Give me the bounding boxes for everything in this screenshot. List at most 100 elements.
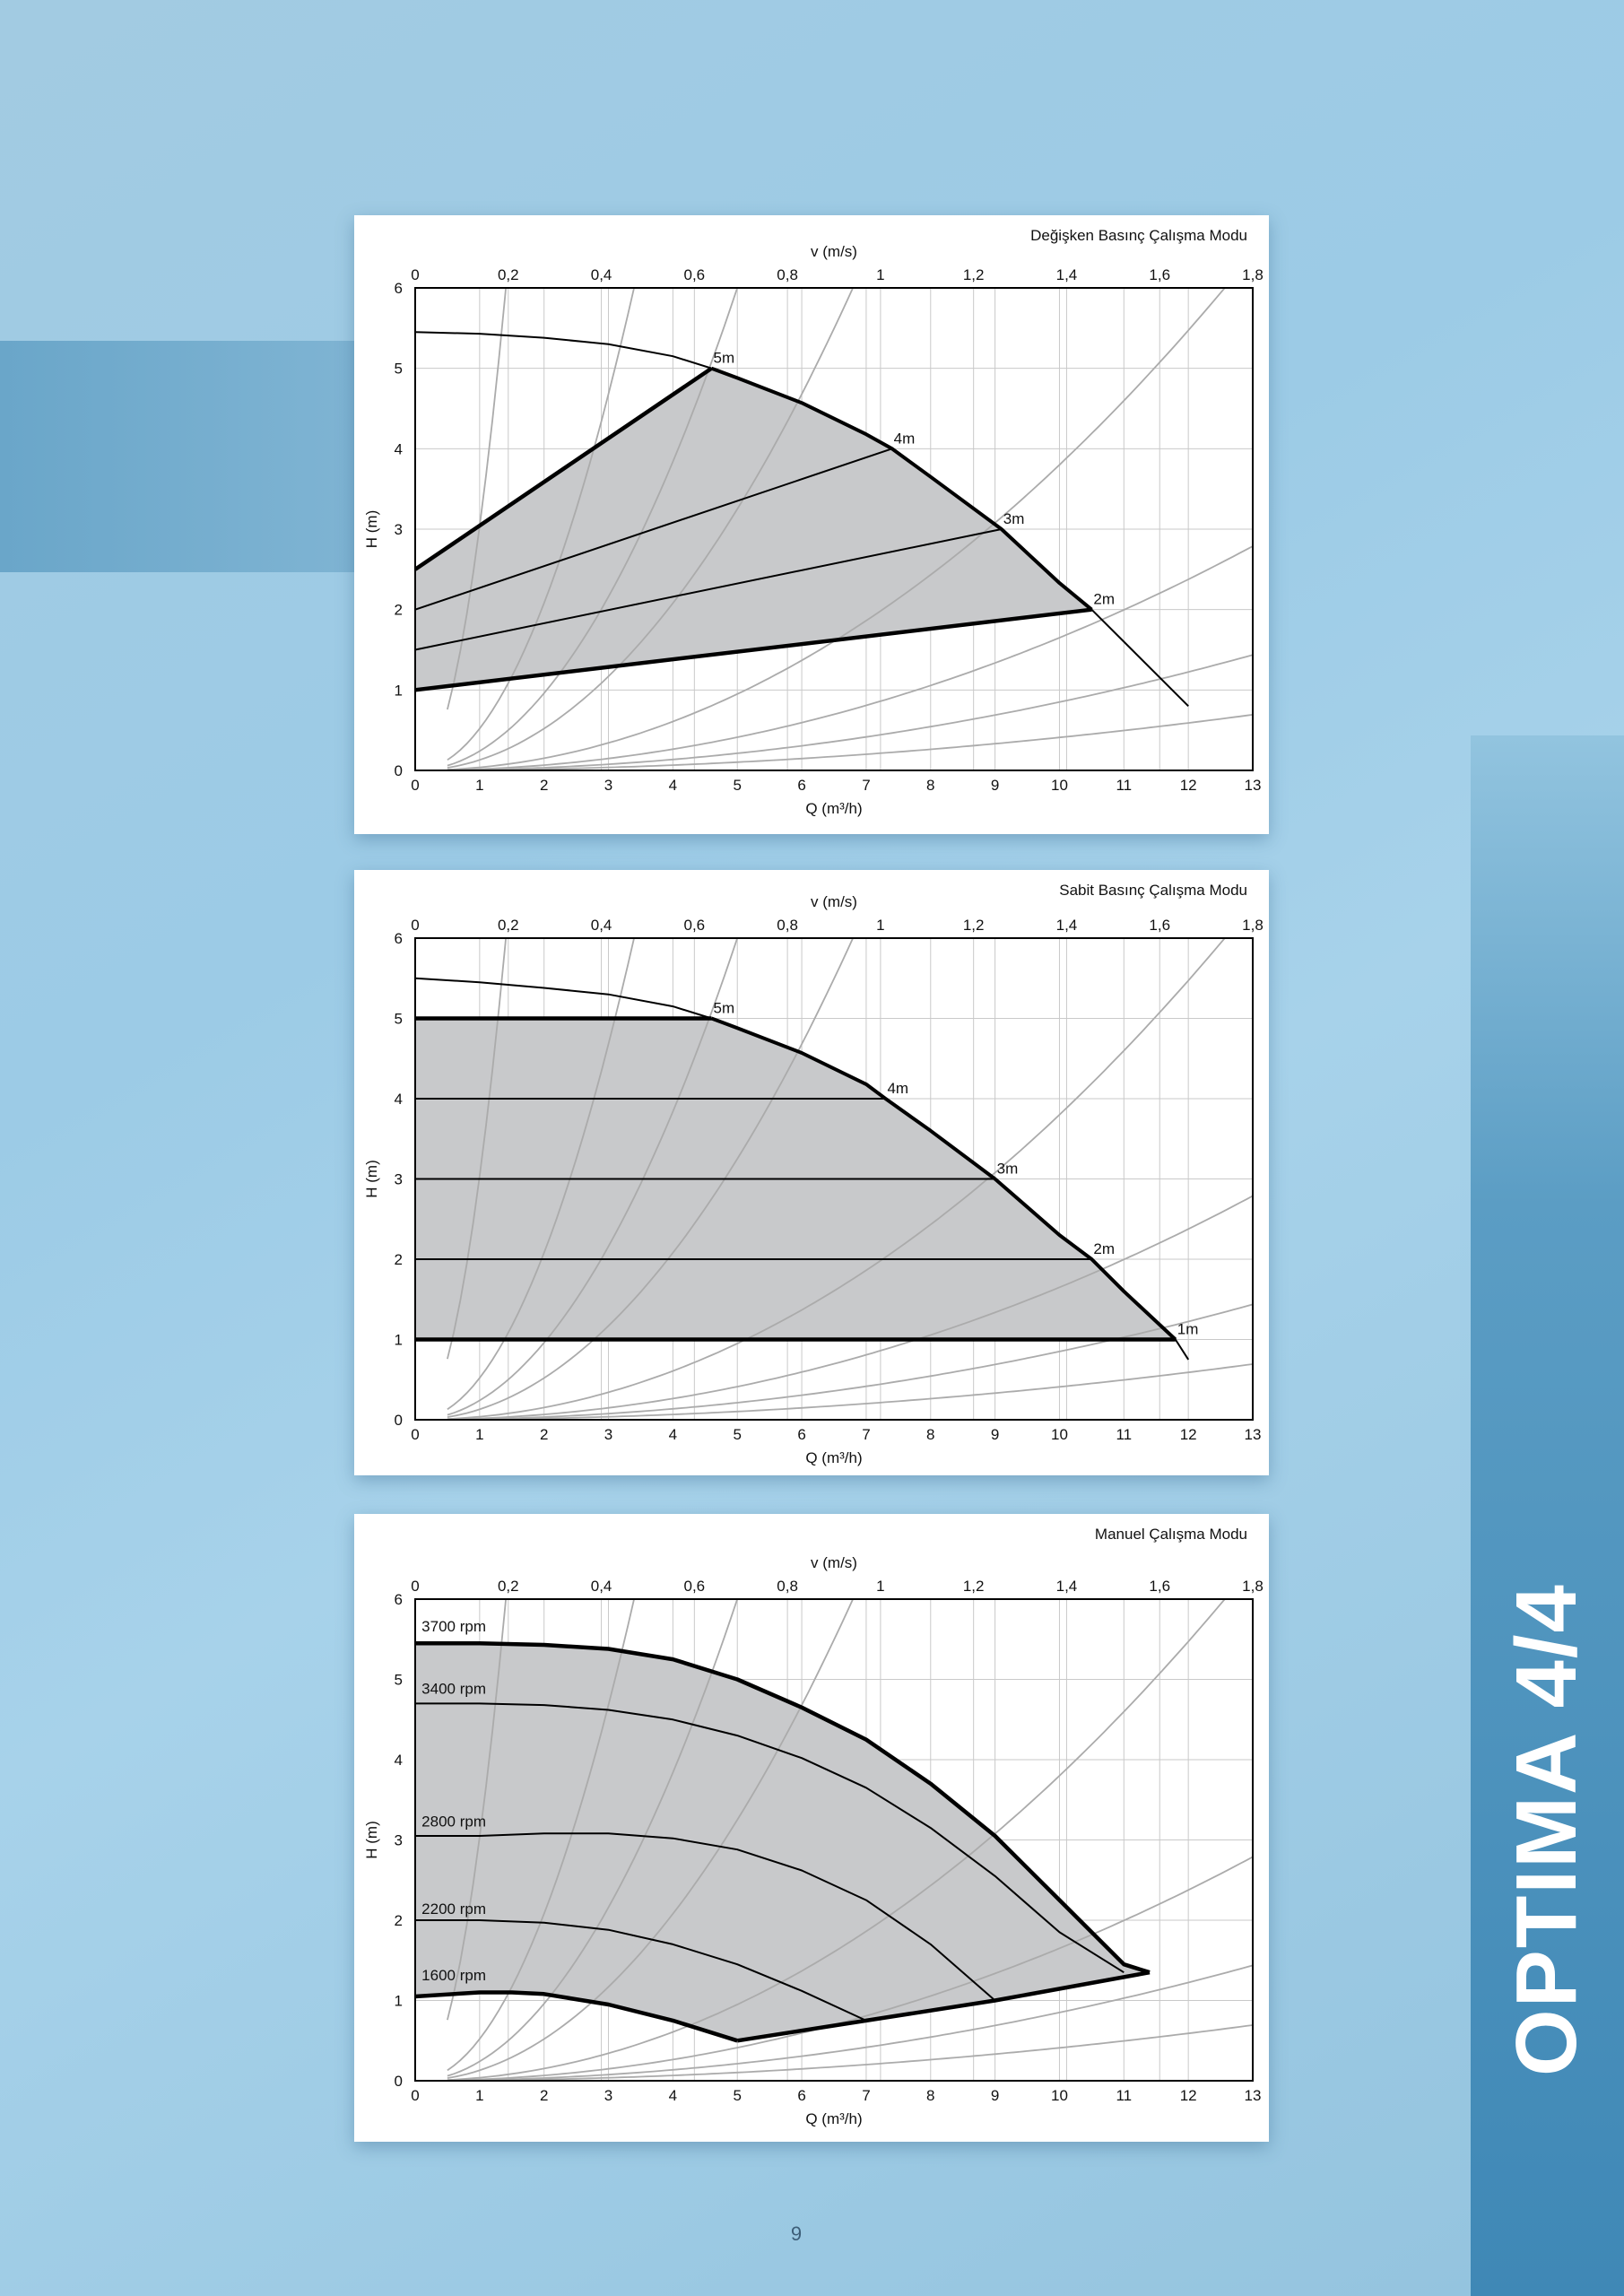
chart1-series-2m <box>414 607 1092 692</box>
chart3-x-axis-label: Q (m³/h) <box>805 2110 862 2127</box>
chart3-series-2800-rpm <box>415 1832 996 2002</box>
chart3-x2-tick-label: 0 <box>411 1578 419 1595</box>
chart1-x-tick-label: 10 <box>1051 777 1068 794</box>
chart1-system-curve <box>447 654 1253 770</box>
chart1-y-tick-label: 3 <box>395 521 403 538</box>
chart1-x-tick-label: 6 <box>797 777 805 794</box>
chart1-x-tick-label: 2 <box>540 777 548 794</box>
chart1-series-label: 3m <box>1003 510 1025 527</box>
chart2-x2-axis-label: v (m/s) <box>811 893 857 910</box>
chart-panel-manual-mode: Manuel Çalışma Modu 3700 rpm 3400 rpm 2800 … <box>354 1514 1269 2142</box>
chart1-y-tick-label: 0 <box>395 762 403 779</box>
chart1-series-5m <box>413 366 713 571</box>
chart2-y-tick-label: 1 <box>395 1332 403 1349</box>
chart2-system-curve <box>447 938 855 1418</box>
chart1-system-curve <box>447 288 855 769</box>
chart1-x-tick-label: 8 <box>926 777 934 794</box>
chart2-x-tick-label: 11 <box>1116 1426 1132 1443</box>
chart2-x-axis-label: Q (m³/h) <box>805 1449 862 1466</box>
chart3-x-tick-label: 13 <box>1245 2087 1262 2104</box>
chart1-x-tick-label: 4 <box>669 777 677 794</box>
chart2-system-curve <box>447 938 739 1416</box>
chart3-x2-tick-label: 0,4 <box>591 1578 612 1595</box>
chart3-x2-tick-label: 0,8 <box>777 1578 798 1595</box>
chart2-x-tick-label: 6 <box>797 1426 805 1443</box>
chart2-system-curve <box>447 1195 1253 1420</box>
chart1-system-curve <box>447 545 1253 770</box>
chart2-y-tick-label: 3 <box>395 1171 403 1188</box>
chart3-series-label: 3400 rpm <box>421 1681 486 1698</box>
chart1-series-label: 2m <box>1093 591 1115 608</box>
chart1-x2-tick-label: 0,4 <box>591 266 612 283</box>
chart1-x2-tick-label: 1,6 <box>1149 266 1170 283</box>
chart1-x2-tick-label: 0,2 <box>498 266 519 283</box>
chart1-x-axis-label: Q (m³/h) <box>805 800 862 817</box>
chart1-x-tick-label: 0 <box>411 777 419 794</box>
chart2-x2-tick-label: 0,6 <box>684 917 706 934</box>
chart3-x2-tick-label: 1,8 <box>1242 1578 1264 1595</box>
chart1-operating-area <box>415 368 1092 691</box>
chart1-x-tick-label: 7 <box>862 777 870 794</box>
chart1-system-curves <box>447 288 1253 770</box>
chart3-y-tick-label: 0 <box>395 2073 403 2090</box>
chart3-plot-frame <box>414 1598 1254 2082</box>
chart1-x-tick-label: 12 <box>1180 777 1197 794</box>
chart2-system-curve <box>447 938 635 1411</box>
chart3-series-label: 2200 rpm <box>421 1900 486 1918</box>
chart2-x-tick-label: 12 <box>1180 1426 1197 1443</box>
chart2-y-tick-label: 5 <box>395 1011 403 1028</box>
chart1-series-4m <box>414 448 893 611</box>
chart2-series-label: 3m <box>997 1161 1019 1178</box>
chart2-title: Sabit Basınç Çalışma Modu <box>1059 882 1247 899</box>
chart3-x-tick-label: 12 <box>1180 2087 1197 2104</box>
chart3-y-tick-label: 3 <box>395 1832 403 1849</box>
chart1-y-tick-label: 1 <box>395 682 403 699</box>
chart3-x-tick-label: 6 <box>797 2087 805 2104</box>
chart2-x-tick-label: 10 <box>1051 1426 1068 1443</box>
chart1-title: Değişken Basınç Çalışma Modu <box>1030 227 1247 244</box>
chart3-x2-tick-label: 1 <box>876 1578 884 1595</box>
chart3-series-2200-rpm <box>415 1919 867 2022</box>
chart2-y-tick-label: 4 <box>395 1091 403 1108</box>
chart-panel-constant-pressure: Sabit Basınç Çalışma Modu 5m 4m 3m 2m 1m 0 1 2 3 4… <box>354 870 1269 1475</box>
chart1-x2-tick-label: 1 <box>876 266 884 283</box>
chart3-x-tick-label: 5 <box>733 2087 741 2104</box>
chart2-x-tick-label: 13 <box>1245 1426 1262 1443</box>
chart2-y-tick-label: 0 <box>395 1412 403 1429</box>
chart2-x-tick-label: 7 <box>862 1426 870 1443</box>
chart3-y-tick-label: 1 <box>395 1993 403 2010</box>
chart2-x2-tick-label: 1,4 <box>1056 917 1078 934</box>
chart1-x-tick-label: 11 <box>1116 777 1132 794</box>
chart1-system-curve <box>447 714 1253 770</box>
chart3-x2-tick-label: 1,2 <box>963 1578 985 1595</box>
chart1-y-tick-label: 4 <box>395 440 403 457</box>
chart2-x-tick-label: 8 <box>926 1426 934 1443</box>
chart2-system-curve <box>447 1363 1253 1420</box>
chart3-system-curve <box>447 1599 1227 2081</box>
chart3-title: Manuel Çalışma Modu <box>1095 1526 1247 1543</box>
chart3-series-1600-rpm <box>414 1990 738 2043</box>
chart1-y-tick-label: 2 <box>395 602 403 619</box>
chart2-x2-tick-label: 1,8 <box>1242 917 1264 934</box>
chart3-x-tick-label: 9 <box>991 2087 999 2104</box>
chart2-series-label: 4m <box>887 1080 908 1097</box>
chart3-system-curve <box>447 1599 855 2079</box>
chart3-x-tick-label: 10 <box>1051 2087 1068 2104</box>
chart2-series-label: 5m <box>713 1000 734 1017</box>
chart2-x-tick-label: 9 <box>991 1426 999 1443</box>
chart2-x-tick-label: 5 <box>733 1426 741 1443</box>
chart3-y-tick-label: 2 <box>395 1912 403 1929</box>
chart2-y-tick-label: 6 <box>395 930 403 947</box>
chart3-y-axis-label: H (m) <box>363 1821 380 1858</box>
chart2-y-axis-label: H (m) <box>363 1160 380 1197</box>
chart1-x2-tick-label: 0 <box>411 266 419 283</box>
chart3-x-tick-label: 2 <box>540 2087 548 2104</box>
chart2-x2-tick-label: 0,4 <box>591 917 612 934</box>
chart3-system-curve <box>447 1856 1253 2081</box>
chart2-series-label: 2m <box>1093 1240 1115 1257</box>
chart1-x2-tick-label: 0,6 <box>684 266 706 283</box>
chart3-system-curve <box>447 1599 739 2077</box>
chart2-x-tick-label: 3 <box>604 1426 612 1443</box>
chart3-x-tick-label: 7 <box>862 2087 870 2104</box>
